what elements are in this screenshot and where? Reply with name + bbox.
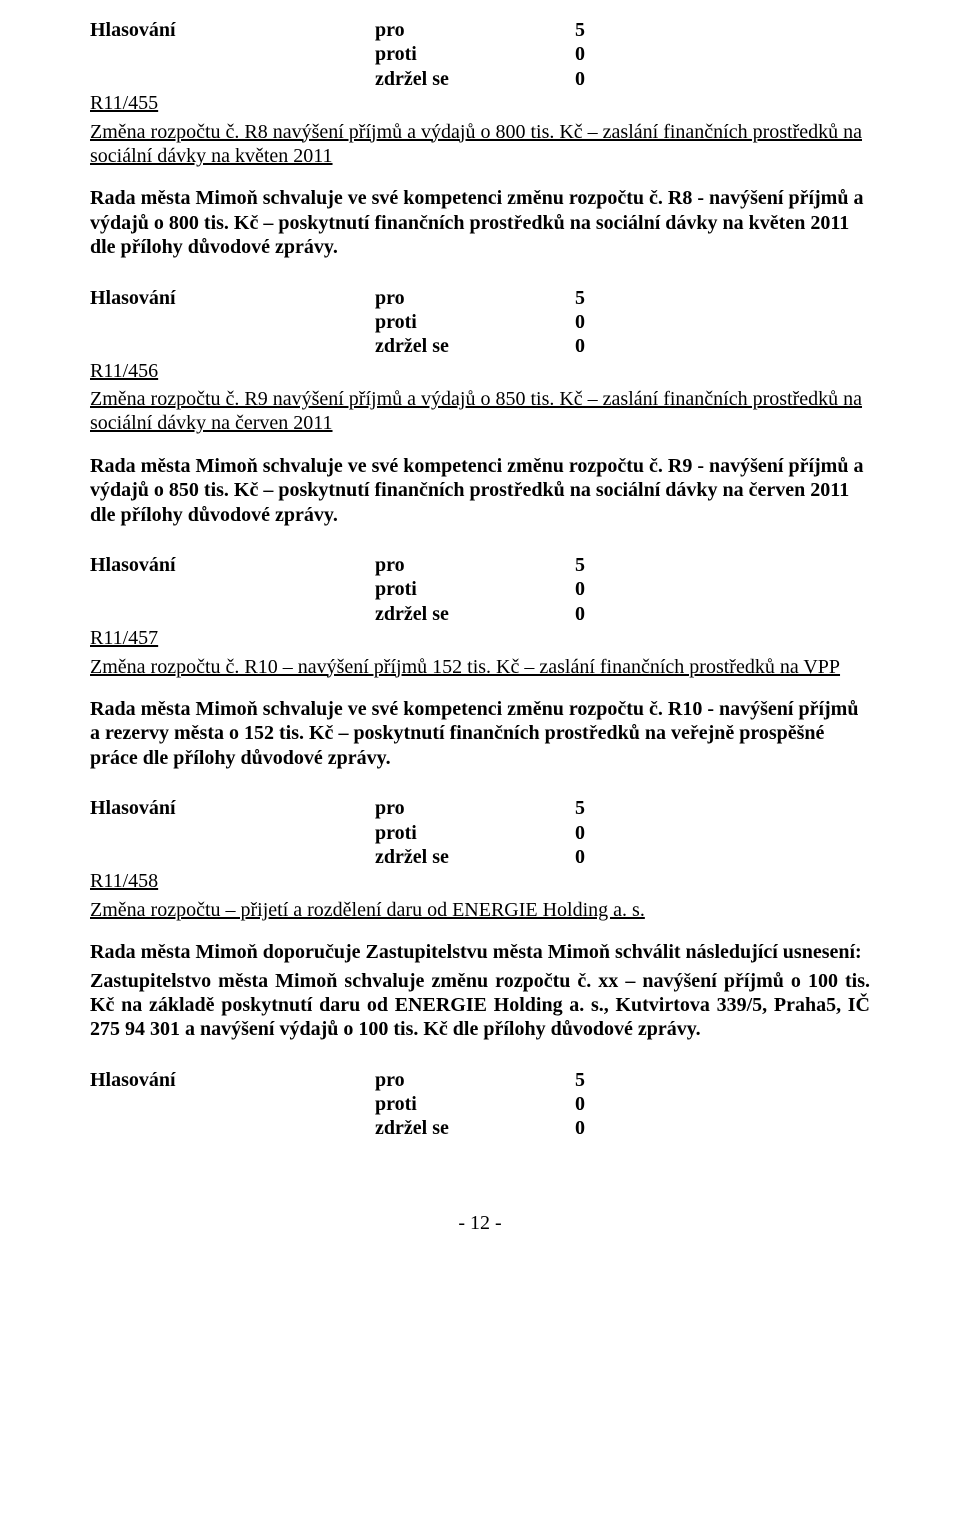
vote-zdrzel-word: zdržel se (375, 602, 575, 626)
vote-block: Hlasování pro5 proti0 zdržel se0 (90, 1068, 870, 1141)
vote-proti-num: 0 (575, 821, 615, 845)
vote-proti-word: proti (375, 1092, 575, 1116)
vote-label: Hlasování (90, 553, 375, 577)
section-ref: R11/456 (90, 359, 870, 383)
change-line: Změna rozpočtu č. R10 – navýšení příjmů … (90, 655, 870, 679)
vote-label: Hlasování (90, 1068, 375, 1092)
section-ref: R11/458 (90, 869, 870, 893)
resolution-text: Rada města Mimoň schvaluje ve své kompet… (90, 186, 870, 259)
vote-block: Hlasování pro5 proti0 zdržel se0 (90, 18, 870, 91)
section-ref: R11/455 (90, 91, 870, 115)
change-line: Změna rozpočtu č. R9 navýšení příjmů a v… (90, 387, 870, 436)
vote-block: Hlasování pro5 proti0 zdržel se0 (90, 796, 870, 869)
vote-pro-num: 5 (575, 286, 615, 310)
vote-proti-num: 0 (575, 1092, 615, 1116)
vote-proti-num: 0 (575, 310, 615, 334)
vote-rows: pro5 proti0 zdržel se0 (375, 1068, 615, 1141)
resolution-text: Rada města Mimoň schvaluje ve své kompet… (90, 454, 870, 527)
change-line: Změna rozpočtu č. R8 navýšení příjmů a v… (90, 120, 870, 169)
vote-zdrzel-word: zdržel se (375, 67, 575, 91)
vote-pro-word: pro (375, 796, 575, 820)
vote-proti-num: 0 (575, 577, 615, 601)
resolution-intro: Rada města Mimoň doporučuje Zastupitelst… (90, 940, 870, 964)
vote-pro-word: pro (375, 286, 575, 310)
page-number: - 12 - (90, 1211, 870, 1235)
vote-pro-num: 5 (575, 1068, 615, 1092)
vote-pro-word: pro (375, 1068, 575, 1092)
vote-pro-num: 5 (575, 553, 615, 577)
vote-zdrzel-num: 0 (575, 1116, 615, 1140)
resolution-body: Zastupitelstvo města Mimoň schvaluje změ… (90, 969, 870, 1042)
vote-proti-word: proti (375, 821, 575, 845)
vote-label: Hlasování (90, 796, 375, 820)
vote-block: Hlasování pro5 proti0 zdržel se0 (90, 553, 870, 626)
vote-rows: pro5 proti0 zdržel se0 (375, 796, 615, 869)
resolution-text: Rada města Mimoň schvaluje ve své kompet… (90, 697, 870, 770)
vote-proti-num: 0 (575, 42, 615, 66)
vote-zdrzel-word: zdržel se (375, 845, 575, 869)
vote-zdrzel-num: 0 (575, 67, 615, 91)
change-line: Změna rozpočtu – přijetí a rozdělení dar… (90, 898, 870, 922)
section-ref: R11/457 (90, 626, 870, 650)
vote-block: Hlasování pro5 proti0 zdržel se0 (90, 286, 870, 359)
vote-zdrzel-num: 0 (575, 602, 615, 626)
vote-zdrzel-word: zdržel se (375, 334, 575, 358)
vote-label: Hlasování (90, 286, 375, 310)
vote-pro-num: 5 (575, 18, 615, 42)
vote-zdrzel-word: zdržel se (375, 1116, 575, 1140)
vote-zdrzel-num: 0 (575, 845, 615, 869)
vote-rows: pro5 proti0 zdržel se0 (375, 18, 615, 91)
vote-pro-num: 5 (575, 796, 615, 820)
vote-pro-word: pro (375, 18, 575, 42)
vote-proti-word: proti (375, 310, 575, 334)
vote-proti-word: proti (375, 577, 575, 601)
vote-rows: pro5 proti0 zdržel se0 (375, 286, 615, 359)
vote-zdrzel-num: 0 (575, 334, 615, 358)
vote-pro-word: pro (375, 553, 575, 577)
vote-rows: pro5 proti0 zdržel se0 (375, 553, 615, 626)
vote-proti-word: proti (375, 42, 575, 66)
vote-label: Hlasování (90, 18, 375, 42)
